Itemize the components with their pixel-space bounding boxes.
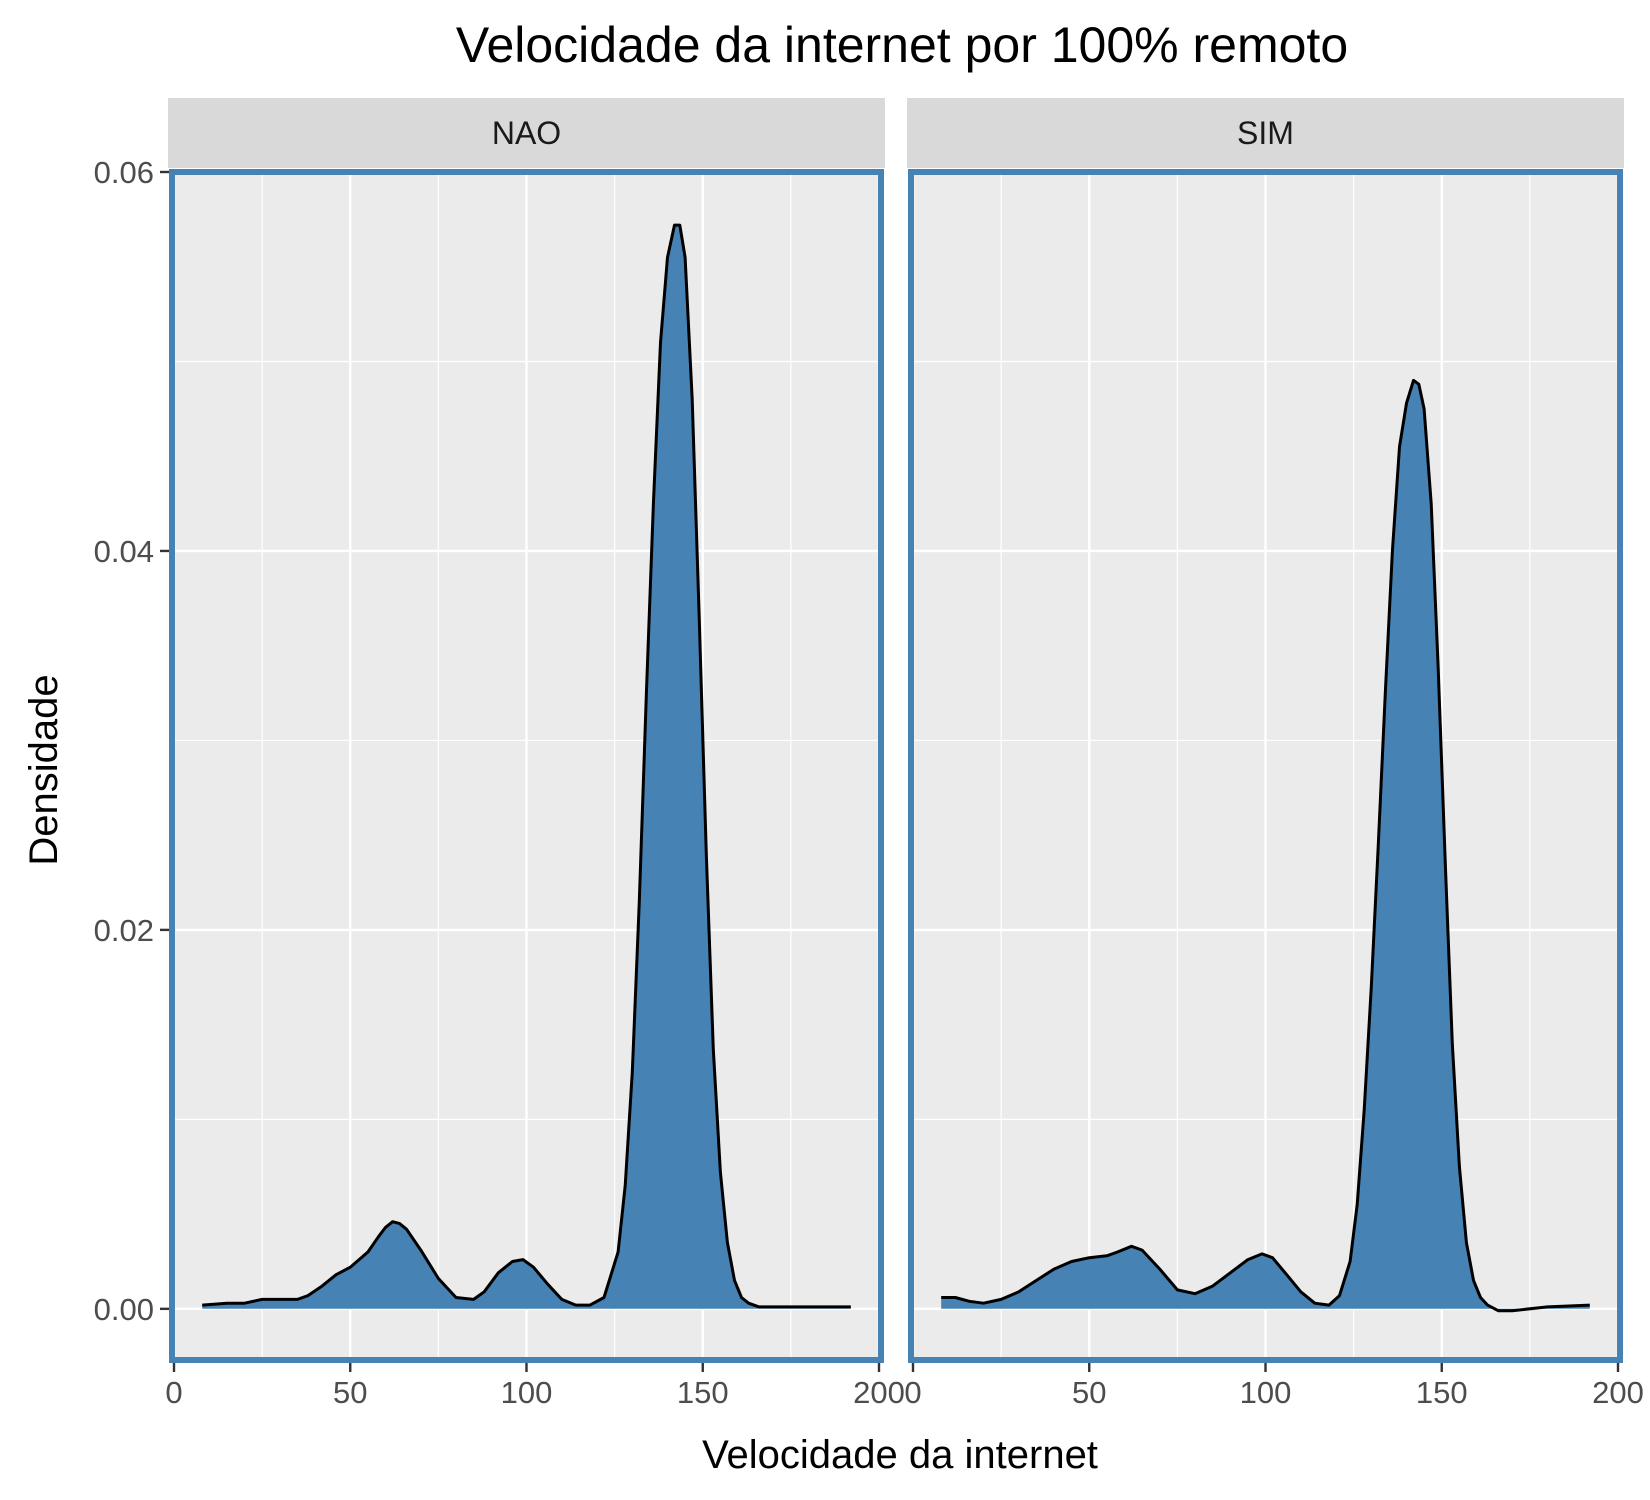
y-tick-label: 0.04: [94, 534, 154, 569]
panel-border: [169, 169, 884, 1363]
facet-panel-nao: NAO 0 50 100 150 200 0.00 0.02 0.04 0.06: [94, 98, 905, 1410]
x-tick-label: 100: [501, 1375, 553, 1410]
y-tick-label: 0.06: [94, 155, 154, 190]
x-tick-label: 0: [165, 1375, 182, 1410]
density-area: [941, 380, 1590, 1311]
y-tick-label: 0.02: [94, 913, 154, 948]
x-tick-label: 50: [333, 1375, 367, 1410]
density-line: [202, 223, 851, 1309]
x-tick-label: 150: [677, 1375, 729, 1410]
density-line: [941, 378, 1590, 1313]
x-tick-label: 150: [1416, 1375, 1468, 1410]
panel-border: [908, 169, 1623, 1363]
facet-strip-label: NAO: [492, 115, 561, 151]
x-tick-label: 200: [853, 1375, 905, 1410]
density-area: [202, 225, 851, 1309]
x-tick-label: 0: [904, 1375, 921, 1410]
x-tick-label: 100: [1240, 1375, 1292, 1410]
x-tick-label: 200: [1592, 1375, 1644, 1410]
x-axis-title: Velocidade da internet: [702, 1433, 1098, 1477]
x-tick-label: 50: [1072, 1375, 1106, 1410]
chart-title: Velocidade da internet por 100% remoto: [456, 17, 1348, 73]
facet-panel-sim: SIM 0 50 100 150 200: [904, 98, 1644, 1410]
facet-strip-label: SIM: [1237, 115, 1294, 151]
y-axis-title: Densidade: [22, 674, 66, 865]
facet-strip-background: [907, 98, 1624, 168]
facet-panels: NAO 0 50 100 150 200 0.00 0.02 0.04 0.06 SIM 0 50 100…: [94, 98, 1644, 1410]
y-tick-label: 0.00: [94, 1292, 154, 1327]
facet-strip-background: [168, 98, 885, 168]
